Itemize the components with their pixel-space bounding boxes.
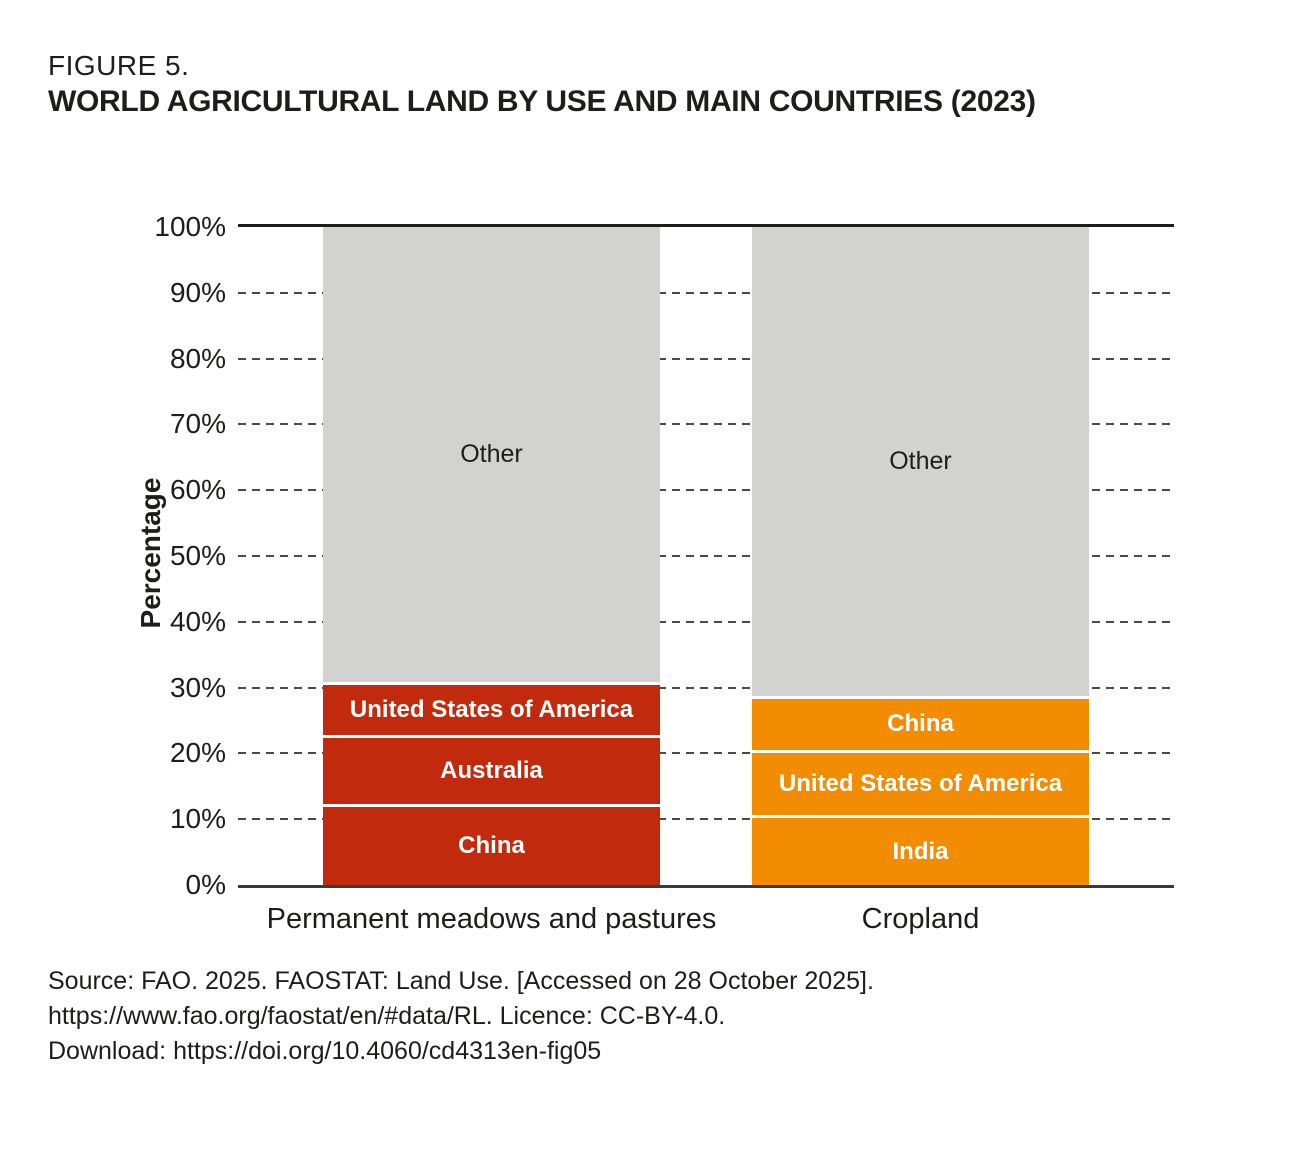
segment-label-united-states-of-america: United States of America <box>349 696 634 724</box>
segment-china: China <box>323 804 660 885</box>
figure-number-label: FIGURE 5. <box>48 50 190 81</box>
gridline-30 <box>238 686 1174 689</box>
segment-china: China <box>752 695 1089 751</box>
segment-australia: Australia <box>323 735 660 805</box>
source-note: Source: FAO. 2025. FAOSTAT: Land Use. [A… <box>48 964 874 1069</box>
gridline-60 <box>238 489 1174 492</box>
gridline-70 <box>238 423 1174 426</box>
segment-label-other: Other <box>460 440 523 469</box>
figure-title: WORLD AGRICULTURAL LAND BY USE AND MAIN … <box>48 85 1036 118</box>
segment-label-other: Other <box>889 446 952 475</box>
plot-area: 0% 10% 20% 30% 40% 50% 60% 70% 80% 90% 100% Other Un… <box>154 211 1174 935</box>
y-tick-label-30: 30% <box>169 671 226 703</box>
source-line-2: https://www.fao.org/faostat/en/#data/RL.… <box>48 1002 726 1030</box>
source-line-3: Download: https://doi.org/10.4060/cd4313… <box>48 1037 602 1065</box>
gridline-10 <box>238 818 1174 821</box>
y-tick-label-0: 0% <box>185 869 226 900</box>
y-tick-label-70: 70% <box>169 408 226 440</box>
segment-label-china: China <box>458 832 525 860</box>
y-tick-label-100: 100% <box>154 211 226 242</box>
segment-label-united-states-of-america: United States of America <box>778 770 1063 798</box>
gridline-50 <box>238 555 1174 557</box>
y-tick-label-80: 80% <box>169 342 226 374</box>
segment-label-australia: Australia <box>440 757 543 785</box>
y-tick-label-40: 40% <box>169 605 226 637</box>
y-tick-label-10: 10% <box>169 803 226 835</box>
stacked-bar-2: Other China United States of America India <box>752 227 1089 885</box>
y-tick-label-90: 90% <box>169 276 226 308</box>
stacked-bar-1: Other United States of America Australia Ch… <box>323 227 660 885</box>
gridline-90 <box>238 291 1174 294</box>
segment-label-india: India <box>892 837 949 865</box>
x-axis-label-1: Permanent meadows and pastures <box>266 903 717 935</box>
segment-united-states-of-america: United States of America <box>323 682 660 735</box>
x-axis-label-2: Cropland <box>861 903 980 935</box>
y-tick-label-20: 20% <box>169 737 226 769</box>
gridline-20 <box>238 752 1174 755</box>
segment-label-china: China <box>887 710 954 738</box>
segment-other: Other <box>323 227 660 683</box>
gridline-80 <box>238 357 1174 360</box>
y-tick-label-50: 50% <box>169 540 226 571</box>
source-line-1: Source: FAO. 2025. FAOSTAT: Land Use. [A… <box>48 967 874 995</box>
segment-india: India <box>752 815 1089 885</box>
y-axis-title: Percentage <box>135 477 166 629</box>
y-tick-label-60: 60% <box>169 474 226 506</box>
segment-united-states-of-america: United States of America <box>752 750 1089 816</box>
gridline-40 <box>238 620 1174 623</box>
segment-other: Other <box>752 227 1089 696</box>
